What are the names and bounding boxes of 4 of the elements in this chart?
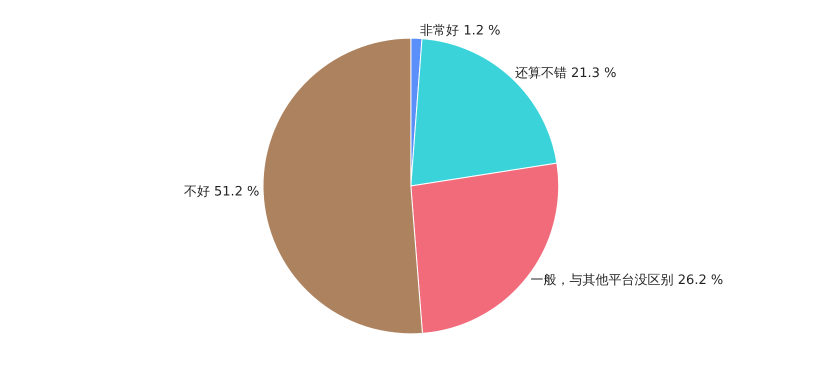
slice-label: 一般，与其他平台没区别 26.2 % (530, 272, 724, 288)
slice-label: 不好 51.2 % (184, 184, 260, 200)
slice-label: 还算不错 21.3 % (514, 66, 616, 81)
slice-label: 非常好 1.2 % (420, 23, 500, 38)
